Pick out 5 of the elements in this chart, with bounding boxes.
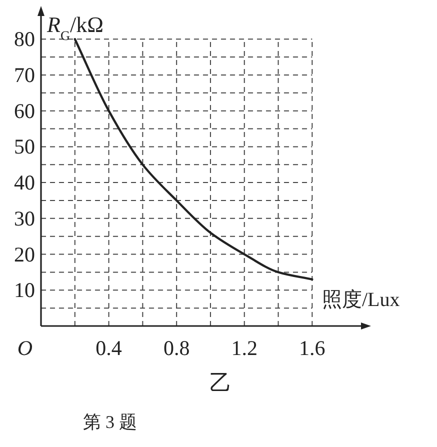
annotation: O — [17, 336, 33, 360]
xlabel: 照度/Lux — [322, 289, 400, 311]
ylabel: R$_{G}$/kΩ — [47, 12, 104, 42]
annotation: 第 3 题 — [83, 412, 137, 432]
annotation: 乙 — [209, 370, 232, 395]
